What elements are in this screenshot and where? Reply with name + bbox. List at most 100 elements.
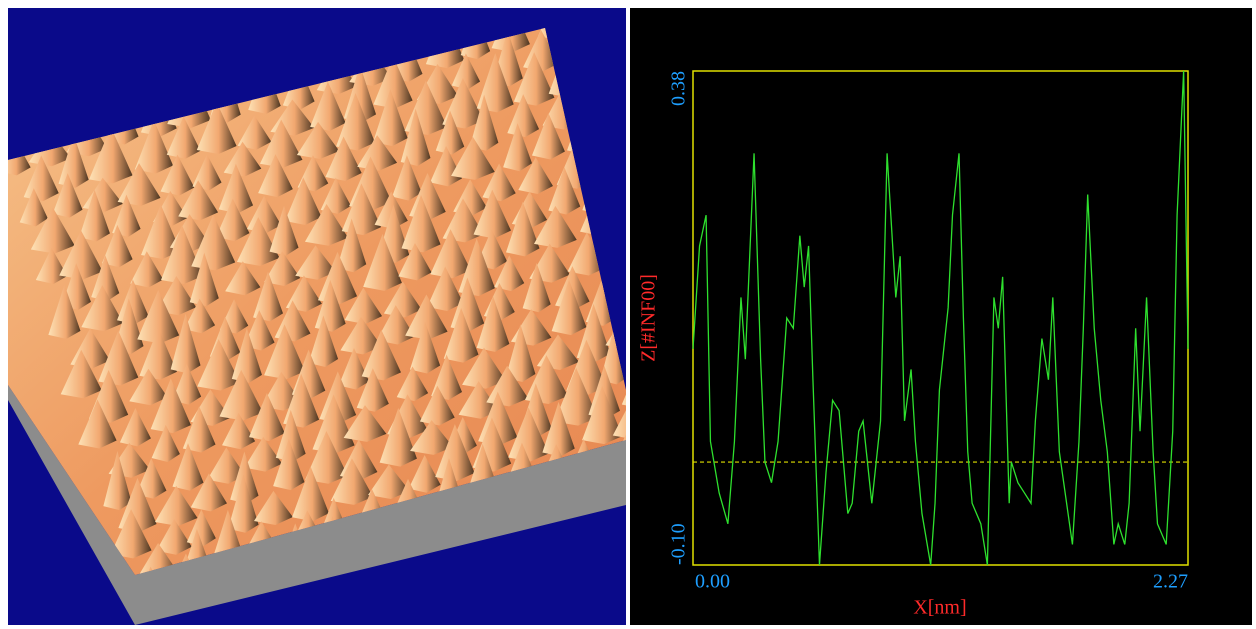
peak — [336, 92, 375, 151]
peak — [376, 305, 415, 345]
peak — [506, 201, 540, 257]
peak — [427, 266, 464, 312]
peak — [112, 194, 141, 237]
peak — [410, 420, 454, 455]
peak — [451, 136, 495, 180]
peak — [52, 173, 83, 218]
peak — [363, 233, 402, 291]
peak — [48, 284, 81, 339]
peak — [443, 307, 479, 363]
peak — [222, 412, 256, 450]
peak — [190, 473, 227, 512]
peak — [196, 102, 237, 154]
peak — [207, 447, 246, 484]
peak — [482, 163, 516, 202]
peak — [178, 180, 219, 221]
peak — [223, 141, 262, 177]
peak — [522, 262, 551, 313]
peak — [344, 287, 383, 325]
peak — [518, 157, 553, 194]
peak — [150, 378, 191, 434]
peak — [308, 315, 339, 368]
peak — [264, 251, 301, 286]
peak — [292, 466, 329, 522]
peak — [243, 310, 275, 351]
peak — [35, 247, 68, 284]
y-tick-label: -0.10 — [668, 523, 690, 565]
peak — [172, 363, 202, 405]
peak — [197, 339, 241, 391]
peak — [533, 205, 577, 248]
y-axis-label: Z[#INF00] — [638, 274, 660, 362]
peak — [531, 112, 565, 160]
peak — [117, 163, 161, 206]
peak — [191, 214, 236, 271]
peak — [398, 242, 432, 281]
peak — [401, 194, 441, 253]
peak — [542, 401, 575, 457]
peak — [134, 120, 174, 174]
peak — [136, 458, 167, 499]
peak — [372, 89, 408, 147]
y-tick-label: 0.38 — [668, 71, 690, 106]
peak — [166, 116, 201, 159]
peak — [473, 189, 511, 239]
peak — [103, 451, 132, 511]
peak — [273, 438, 305, 491]
peak — [253, 271, 283, 322]
peak — [269, 205, 299, 256]
peak — [554, 367, 598, 426]
peak — [567, 232, 607, 276]
peak — [304, 203, 349, 246]
peak — [430, 229, 471, 279]
peak — [582, 385, 623, 445]
peak — [192, 154, 222, 191]
peak — [236, 217, 280, 266]
peak — [60, 349, 102, 399]
peak — [228, 474, 259, 533]
peak — [23, 155, 59, 202]
peak — [373, 56, 413, 109]
peak — [442, 77, 484, 129]
peak — [237, 115, 272, 150]
peak — [129, 368, 168, 406]
peak — [30, 207, 75, 254]
peak — [476, 53, 514, 113]
peak — [612, 396, 626, 440]
peak — [230, 451, 259, 504]
peak — [295, 245, 336, 280]
x-tick-label: 2.27 — [1153, 571, 1188, 593]
peak — [513, 52, 555, 106]
peak — [469, 94, 499, 151]
peak — [91, 255, 120, 302]
peak — [508, 407, 549, 462]
peak — [409, 321, 441, 374]
peak — [451, 53, 481, 90]
peak — [330, 458, 374, 505]
peak — [285, 275, 322, 312]
peak — [141, 204, 181, 259]
peak — [361, 329, 401, 381]
surface-base — [8, 385, 626, 625]
peak — [296, 121, 340, 160]
peak — [253, 490, 293, 526]
peak — [275, 409, 306, 462]
peak — [357, 135, 398, 171]
peak — [59, 230, 103, 280]
peak — [476, 296, 510, 352]
peak — [338, 347, 370, 390]
peak — [435, 110, 465, 155]
peak — [139, 327, 177, 380]
peak — [383, 281, 422, 318]
peak — [110, 509, 152, 559]
peak — [325, 136, 362, 182]
profile-panel — [630, 8, 1252, 625]
peak — [78, 399, 117, 449]
peak — [379, 407, 417, 467]
x-axis-label: X[nm] — [913, 597, 966, 619]
peak — [154, 485, 198, 526]
peak — [218, 163, 254, 214]
peak — [336, 218, 367, 273]
peak — [81, 285, 124, 332]
